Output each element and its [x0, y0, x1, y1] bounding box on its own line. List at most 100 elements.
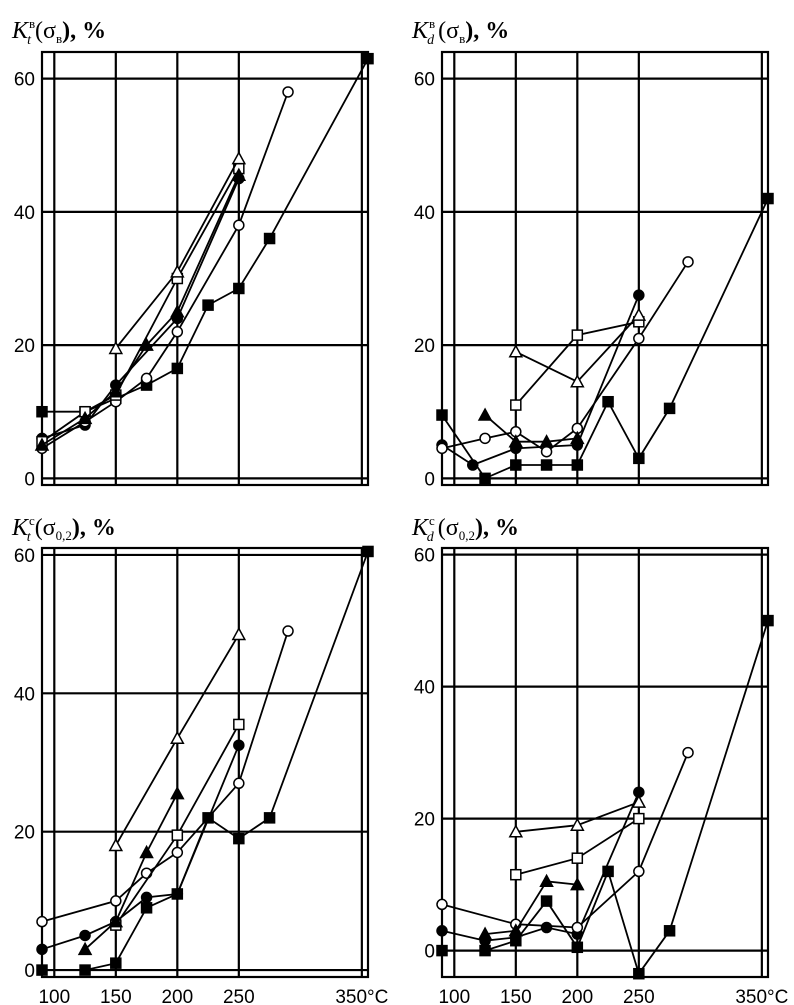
data-point-open-circle	[436, 442, 448, 455]
chart-panel-3: Kс t (σ0,2), % 0 20 40 60 100 150 200 250 350°C	[11, 513, 388, 1005]
data-point-open-triangle	[170, 264, 185, 278]
data-point-filled-square	[663, 402, 676, 415]
data-point-open-triangle	[570, 374, 585, 388]
data-point-filled-square	[633, 967, 645, 980]
x-tick-label: 150	[500, 987, 532, 1005]
data-point-open-square	[233, 718, 245, 731]
y-tick-label: 40	[14, 684, 35, 705]
data-point-open-triangle	[108, 837, 124, 852]
y-tick-label: 60	[414, 70, 435, 91]
data-point-open-triangle	[631, 307, 647, 321]
data-point-open-circle	[140, 867, 153, 879]
plot-frame	[440, 546, 770, 979]
data-point-filled-square	[479, 472, 491, 485]
x-tick-label: 150	[100, 987, 132, 1005]
y-tick-label: 20	[414, 336, 435, 357]
data-point-filled-triangle	[539, 434, 554, 448]
series-line-filled-square	[42, 58, 369, 413]
data-point-open-triangle	[508, 824, 524, 838]
data-point-filled-circle	[79, 929, 91, 942]
series-line-filled-square	[442, 620, 769, 976]
data-point-filled-square	[36, 405, 48, 418]
series-line-filled-triangle	[485, 880, 578, 935]
data-point-filled-square	[171, 362, 184, 375]
data-point-open-triangle	[508, 344, 524, 358]
data-point-open-square	[633, 812, 645, 825]
data-point-filled-square	[436, 944, 448, 957]
data-point-filled-circle	[436, 925, 448, 937]
data-point-filled-circle	[633, 289, 645, 301]
data-point-filled-square	[362, 52, 374, 65]
y-tick-label: 20	[414, 810, 435, 831]
data-point-filled-triangle	[231, 167, 247, 181]
series-line-open-circle	[441, 752, 689, 929]
y-tick-label: 20	[14, 823, 35, 844]
data-point-filled-triangle	[570, 877, 585, 891]
data-point-filled-square	[571, 941, 584, 954]
series-line-filled-triangle	[41, 174, 240, 446]
y-tick-label: 40	[414, 203, 435, 224]
data-point-filled-triangle	[170, 304, 185, 318]
chart-panel-1: Kв t (σв), % 0 20 40 60	[11, 16, 374, 490]
data-point-filled-triangle	[477, 926, 493, 940]
data-point-filled-square	[571, 459, 584, 471]
data-point-filled-square	[479, 944, 491, 957]
data-point-filled-triangle	[108, 914, 124, 928]
data-point-open-circle	[140, 372, 153, 385]
data-point-filled-square	[602, 395, 614, 408]
data-point-filled-square	[202, 299, 214, 311]
chart-title: Kв d (σв), %	[411, 16, 509, 48]
y-tick-label: 20	[14, 336, 35, 357]
data-point-open-circle	[36, 915, 48, 928]
chart-panel-4: Kс d (σ0,2), % 0 20 40 60 100 150 200 250 350°C	[411, 513, 788, 1005]
x-tick-label: 200	[161, 987, 193, 1005]
data-point-open-square	[510, 868, 522, 881]
data-point-filled-circle	[233, 739, 245, 751]
data-point-open-triangle	[108, 340, 124, 355]
plot-frame	[440, 50, 770, 487]
series-line-open-circle	[441, 261, 689, 453]
data-point-filled-square	[510, 459, 522, 471]
y-tick-label: 40	[414, 678, 435, 699]
data-point-open-circle	[682, 256, 694, 268]
chart-title: Kв t (σв), %	[11, 16, 106, 48]
data-point-filled-triangle	[139, 337, 154, 351]
data-point-open-circle	[233, 219, 245, 231]
data-point-filled-square	[233, 282, 245, 295]
chart-title: Kс d (σ0,2), %	[411, 513, 519, 545]
y-tick-label: 0	[24, 961, 35, 982]
x-tick-label: 100	[438, 987, 470, 1005]
data-point-open-circle	[571, 921, 584, 934]
data-point-open-circle	[682, 746, 694, 759]
data-point-open-circle	[110, 895, 122, 907]
series-line-filled-triangle	[484, 414, 578, 443]
data-point-open-circle	[436, 898, 448, 911]
y-tick-label: 60	[14, 546, 35, 567]
data-point-filled-triangle	[77, 941, 93, 956]
y-tick-label: 40	[14, 203, 35, 224]
chart-panel-2: Kв d (σв), % 0 20 40 60	[411, 16, 774, 490]
series-line-filled-circle	[441, 791, 640, 942]
data-point-filled-triangle	[77, 410, 93, 425]
series-line-open-circle	[41, 630, 289, 923]
data-point-filled-square	[140, 902, 153, 914]
data-point-open-circle	[633, 865, 645, 878]
data-point-open-triangle	[170, 730, 185, 745]
data-point-filled-circle	[140, 891, 153, 904]
data-point-open-circle	[282, 625, 294, 637]
data-point-filled-circle	[540, 921, 553, 934]
data-point-filled-square	[762, 614, 774, 627]
data-point-filled-circle	[467, 459, 479, 471]
data-point-open-circle	[479, 432, 491, 445]
data-point-open-circle	[171, 326, 184, 338]
x-tick-label: 250	[223, 987, 255, 1005]
data-point-open-circle	[633, 332, 645, 345]
data-point-open-circle	[233, 777, 245, 790]
data-point-filled-square	[762, 192, 774, 205]
x-tick-label: 350°C	[735, 987, 788, 1005]
y-tick-label: 60	[14, 70, 35, 91]
data-point-filled-square	[540, 895, 553, 907]
data-point-filled-square	[263, 232, 276, 245]
data-point-filled-square	[233, 832, 245, 845]
data-point-filled-circle	[36, 943, 48, 956]
